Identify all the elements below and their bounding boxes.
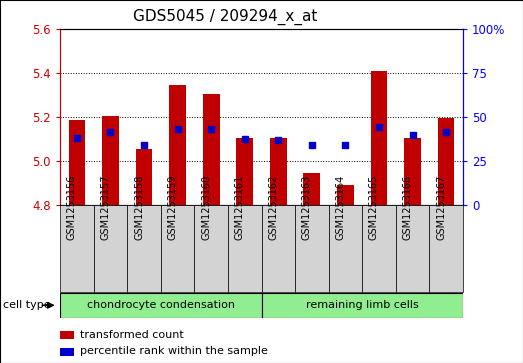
Bar [60, 348, 74, 356]
Bar [396, 205, 429, 292]
Text: GSM1253158: GSM1253158 [134, 175, 144, 240]
Bar [362, 205, 396, 292]
Bar [94, 205, 127, 292]
Bar [161, 205, 195, 292]
Text: remaining limb cells: remaining limb cells [306, 300, 418, 310]
Text: GSM1253166: GSM1253166 [403, 175, 413, 240]
Bar [60, 331, 74, 339]
Bar [404, 138, 421, 205]
Text: percentile rank within the sample: percentile rank within the sample [80, 346, 268, 356]
Bar [60, 293, 262, 318]
Bar [262, 205, 295, 292]
Text: GSM1253162: GSM1253162 [268, 175, 278, 240]
Text: GSM1253163: GSM1253163 [302, 175, 312, 240]
Text: GSM1253159: GSM1253159 [167, 175, 178, 240]
Bar [303, 173, 320, 205]
Text: GSM1253156: GSM1253156 [67, 175, 77, 240]
Text: GSM1253161: GSM1253161 [235, 175, 245, 240]
Bar [195, 205, 228, 292]
Bar [262, 293, 463, 318]
Bar [69, 121, 85, 205]
Bar [429, 205, 463, 292]
Text: GDS5045 / 209294_x_at: GDS5045 / 209294_x_at [133, 9, 317, 25]
Text: GSM1253164: GSM1253164 [335, 175, 345, 240]
Bar [270, 138, 287, 205]
Bar [295, 205, 328, 292]
Bar [203, 94, 220, 205]
Bar [438, 118, 454, 205]
Text: transformed count: transformed count [80, 330, 184, 340]
Bar [127, 205, 161, 292]
Bar [169, 85, 186, 205]
Bar [60, 205, 94, 292]
Text: cell type: cell type [3, 300, 50, 310]
Text: GSM1253160: GSM1253160 [201, 175, 211, 240]
Text: GSM1253167: GSM1253167 [436, 175, 446, 240]
Bar [328, 205, 362, 292]
Bar [228, 205, 262, 292]
Bar [102, 116, 119, 205]
Bar [337, 185, 354, 205]
Text: chondrocyte condensation: chondrocyte condensation [87, 300, 235, 310]
Text: GSM1253157: GSM1253157 [100, 175, 110, 240]
Bar [236, 138, 253, 205]
Bar [371, 71, 388, 205]
Bar [135, 149, 152, 205]
Text: GSM1253165: GSM1253165 [369, 175, 379, 240]
